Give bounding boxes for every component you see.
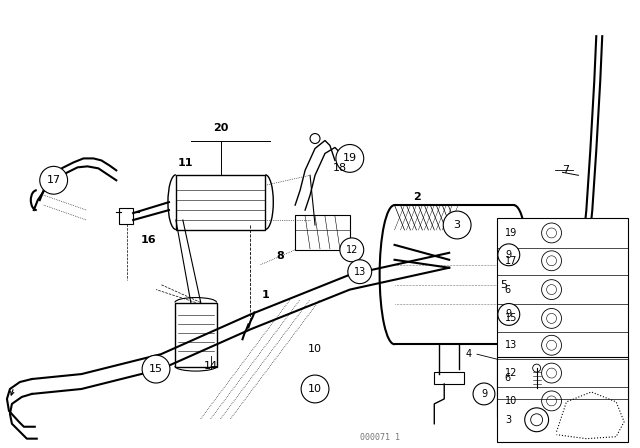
Text: 20: 20	[213, 123, 228, 133]
Text: 5: 5	[500, 280, 508, 289]
Text: 16: 16	[140, 235, 156, 245]
Circle shape	[498, 303, 520, 325]
Text: 19: 19	[343, 153, 357, 164]
Text: 12: 12	[505, 368, 517, 378]
Text: 10: 10	[308, 344, 322, 354]
Text: 6: 6	[505, 373, 511, 383]
Text: 000071 1: 000071 1	[360, 433, 399, 442]
Text: 17: 17	[47, 175, 61, 185]
Text: 3: 3	[454, 220, 461, 230]
Circle shape	[340, 238, 364, 262]
Bar	[119, 208, 133, 224]
Text: 10: 10	[308, 384, 322, 394]
Text: 12: 12	[346, 245, 358, 255]
Bar	[175, 302, 217, 367]
Text: 2: 2	[413, 192, 421, 202]
Circle shape	[498, 244, 520, 266]
Text: 13: 13	[354, 267, 366, 277]
Circle shape	[336, 145, 364, 172]
Circle shape	[348, 260, 372, 284]
Circle shape	[142, 355, 170, 383]
Text: 10: 10	[505, 396, 517, 406]
Text: 19: 19	[505, 228, 517, 238]
Bar	[497, 218, 628, 417]
Text: 15: 15	[149, 364, 163, 374]
Text: 7: 7	[562, 165, 569, 175]
Text: 3: 3	[505, 415, 511, 425]
Text: 18: 18	[333, 164, 347, 173]
Text: 1: 1	[262, 289, 269, 300]
Bar	[435, 372, 464, 384]
Text: 13: 13	[505, 340, 517, 350]
Circle shape	[473, 383, 495, 405]
Text: 8: 8	[276, 251, 284, 261]
Circle shape	[301, 375, 329, 403]
Circle shape	[40, 166, 68, 194]
Text: 17: 17	[505, 256, 517, 266]
Circle shape	[444, 211, 471, 239]
Text: 9: 9	[481, 389, 487, 399]
Text: 4: 4	[466, 349, 472, 359]
Bar	[497, 357, 628, 442]
Bar	[295, 215, 350, 250]
Text: 11: 11	[178, 159, 193, 168]
Text: 9: 9	[506, 250, 512, 260]
Text: 6: 6	[505, 284, 511, 295]
Text: 14: 14	[204, 361, 218, 371]
Bar	[176, 175, 266, 230]
Text: 15: 15	[505, 314, 517, 323]
Text: 9: 9	[506, 310, 512, 319]
